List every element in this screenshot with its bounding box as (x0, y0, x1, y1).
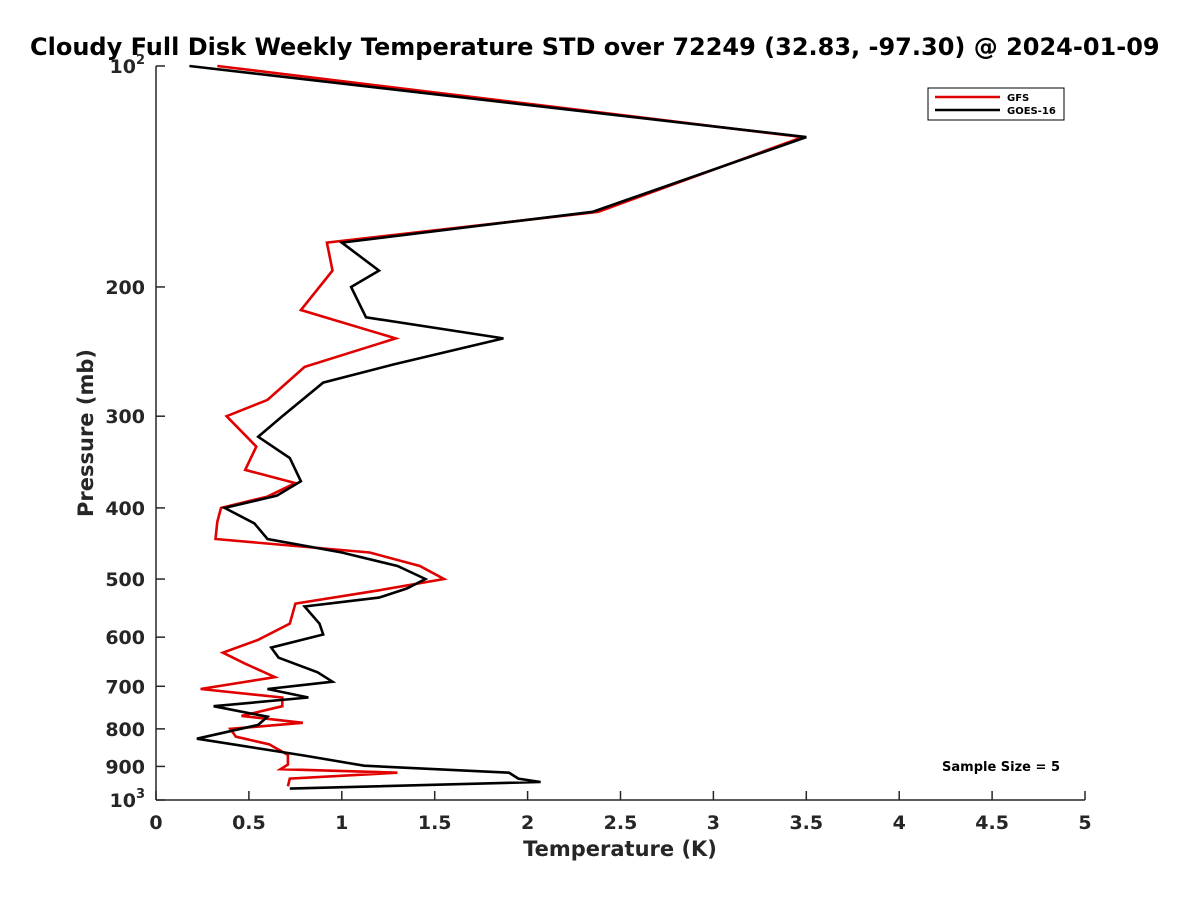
series-group (189, 64, 807, 790)
series-line-gfs (200, 64, 804, 787)
x-tick-label: 5 (1078, 812, 1091, 834)
y-axis-ticks: 102 200 300 400 500 600 700 800 900 103 (105, 53, 165, 812)
plot-area (155, 66, 1085, 801)
y-tick-label: 600 (105, 627, 145, 649)
x-tick-label: 0 (149, 812, 162, 834)
y-tick-label: 102 (110, 53, 146, 78)
chart-title: Cloudy Full Disk Weekly Temperature STD … (30, 33, 1160, 61)
y-tick-label: 200 (105, 277, 145, 299)
x-tick-label: 1.5 (418, 812, 452, 834)
series-line-goes-16 (189, 64, 807, 790)
y-tick-label: 103 (110, 787, 146, 812)
x-tick-label: 4.5 (975, 812, 1009, 834)
legend-label: GFS (1007, 93, 1029, 104)
x-tick-label: 0.5 (232, 812, 266, 834)
x-axis-ticks: 0 0.5 1 1.5 2 2.5 3 3.5 4 4.5 5 (149, 791, 1092, 834)
y-tick-label: 900 (105, 756, 145, 778)
x-tick-label: 1 (335, 812, 348, 834)
x-tick-label: 3 (707, 812, 720, 834)
y-tick-label: 800 (105, 719, 145, 741)
x-axis-label: Temperature (K) (523, 837, 717, 861)
x-tick-label: 2.5 (604, 812, 638, 834)
sample-size-annotation: Sample Size = 5 (942, 760, 1060, 775)
legend-box (927, 87, 1065, 121)
y-tick-label: 700 (105, 676, 145, 698)
y-tick-label: 400 (105, 498, 145, 520)
y-tick-label: 300 (105, 406, 145, 428)
x-tick-label: 3.5 (789, 812, 823, 834)
y-axis-label: Pressure (mb) (74, 349, 98, 517)
y-tick-label: 500 (105, 569, 145, 591)
legend: GFS GOES-16 (927, 87, 1065, 121)
legend-label: GOES-16 (1007, 106, 1056, 117)
x-tick-label: 2 (521, 812, 534, 834)
x-tick-label: 4 (893, 812, 906, 834)
